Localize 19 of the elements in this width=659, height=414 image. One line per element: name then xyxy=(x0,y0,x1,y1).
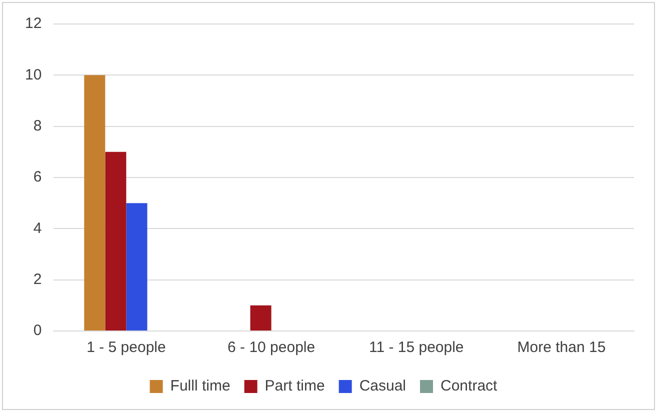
y-tick-label: 10 xyxy=(24,66,42,84)
x-tick-label: 11 - 15 people xyxy=(368,339,464,356)
y-tick-label: 4 xyxy=(33,220,42,237)
bar xyxy=(84,75,106,330)
bar xyxy=(250,305,272,330)
x-tick-label: More than 15 xyxy=(517,339,606,356)
x-tick-label: 6 - 10 people xyxy=(228,339,316,356)
y-tick-label: 0 xyxy=(33,322,42,340)
bar xyxy=(126,203,148,330)
legend-label: Casual xyxy=(359,378,406,395)
x-tick-label: 1 - 5 people xyxy=(86,339,166,356)
y-tick-label: 8 xyxy=(33,117,42,134)
legend-label: Contract xyxy=(440,378,498,395)
y-tick-label: 6 xyxy=(33,168,42,186)
y-tick-label: 2 xyxy=(33,270,42,288)
legend-label: Fulll time xyxy=(170,378,230,395)
y-tick-label: 12 xyxy=(24,15,42,32)
legend-label: Part time xyxy=(264,378,325,395)
bar xyxy=(105,152,126,330)
